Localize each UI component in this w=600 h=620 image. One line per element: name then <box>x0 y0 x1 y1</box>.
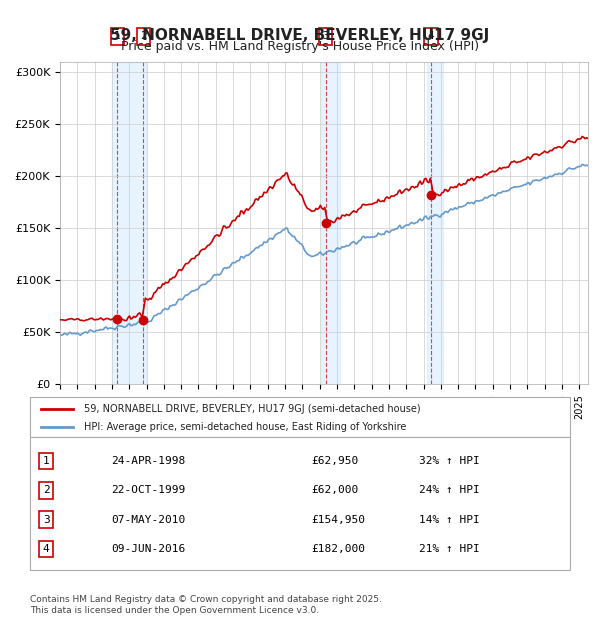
FancyBboxPatch shape <box>30 437 570 570</box>
Text: 07-MAY-2010: 07-MAY-2010 <box>111 515 185 525</box>
Bar <box>322 62 340 384</box>
Text: £154,950: £154,950 <box>311 515 365 525</box>
Text: £182,000: £182,000 <box>311 544 365 554</box>
Bar <box>427 62 443 384</box>
Text: 32% ↑ HPI: 32% ↑ HPI <box>419 456 479 466</box>
Text: 24-APR-1998: 24-APR-1998 <box>111 456 185 466</box>
Text: 2: 2 <box>43 485 50 495</box>
FancyBboxPatch shape <box>30 397 570 437</box>
Text: HPI: Average price, semi-detached house, East Riding of Yorkshire: HPI: Average price, semi-detached house,… <box>84 422 406 432</box>
Text: 21% ↑ HPI: 21% ↑ HPI <box>419 544 479 554</box>
Text: 3: 3 <box>322 31 329 41</box>
Text: 22-OCT-1999: 22-OCT-1999 <box>111 485 185 495</box>
Text: 24% ↑ HPI: 24% ↑ HPI <box>419 485 479 495</box>
Text: 1: 1 <box>114 31 121 41</box>
Text: 2: 2 <box>140 31 146 41</box>
Text: 59, NORNABELL DRIVE, BEVERLEY, HU17 9GJ (semi-detached house): 59, NORNABELL DRIVE, BEVERLEY, HU17 9GJ … <box>84 404 421 414</box>
Bar <box>112 62 146 384</box>
Text: Price paid vs. HM Land Registry's House Price Index (HPI): Price paid vs. HM Land Registry's House … <box>121 40 479 53</box>
Text: 1: 1 <box>43 456 50 466</box>
Text: 14% ↑ HPI: 14% ↑ HPI <box>419 515 479 525</box>
Text: 4: 4 <box>43 544 50 554</box>
Text: 4: 4 <box>428 31 434 41</box>
Text: Contains HM Land Registry data © Crown copyright and database right 2025.
This d: Contains HM Land Registry data © Crown c… <box>30 595 382 614</box>
Text: £62,950: £62,950 <box>311 456 358 466</box>
Text: 3: 3 <box>43 515 50 525</box>
Text: 59, NORNABELL DRIVE, BEVERLEY, HU17 9GJ: 59, NORNABELL DRIVE, BEVERLEY, HU17 9GJ <box>110 28 490 43</box>
Text: £62,000: £62,000 <box>311 485 358 495</box>
Text: 09-JUN-2016: 09-JUN-2016 <box>111 544 185 554</box>
